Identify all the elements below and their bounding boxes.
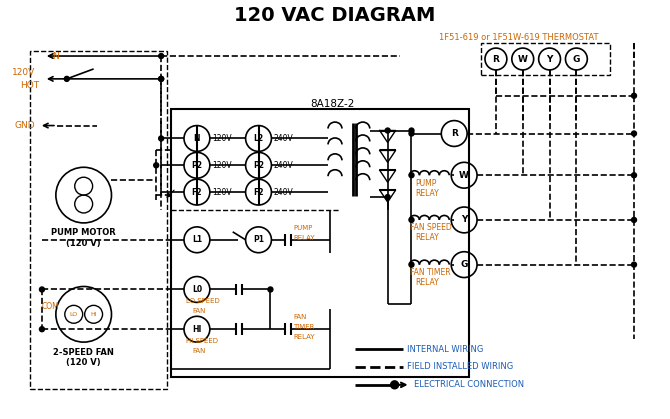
Text: F2: F2 xyxy=(192,188,202,197)
Text: HI SPEED: HI SPEED xyxy=(186,338,218,344)
Text: G: G xyxy=(573,54,580,64)
Circle shape xyxy=(159,76,163,81)
Text: R: R xyxy=(451,129,458,138)
Text: PUMP: PUMP xyxy=(293,225,313,231)
Circle shape xyxy=(632,217,636,222)
Text: PUMP: PUMP xyxy=(415,178,437,188)
Circle shape xyxy=(409,131,414,136)
Text: RELAY: RELAY xyxy=(415,189,440,198)
Circle shape xyxy=(632,131,636,136)
Text: HI: HI xyxy=(192,325,202,334)
Text: GND: GND xyxy=(14,121,35,130)
Text: FAN SPEED: FAN SPEED xyxy=(409,223,452,233)
Text: Y: Y xyxy=(461,215,468,225)
Text: 2-SPEED FAN: 2-SPEED FAN xyxy=(53,347,114,357)
Text: FIELD INSTALLED WIRING: FIELD INSTALLED WIRING xyxy=(407,362,513,372)
Circle shape xyxy=(159,76,163,81)
Circle shape xyxy=(409,217,414,222)
Text: FAN: FAN xyxy=(192,348,205,354)
Circle shape xyxy=(268,287,273,292)
Text: L2: L2 xyxy=(253,134,263,143)
Text: FAN: FAN xyxy=(293,314,307,320)
Text: LO: LO xyxy=(70,312,78,317)
Bar xyxy=(30,51,167,389)
Text: RELAY: RELAY xyxy=(293,334,315,340)
Text: 1F51-619 or 1F51W-619 THERMOSTAT: 1F51-619 or 1F51W-619 THERMOSTAT xyxy=(439,33,598,41)
Circle shape xyxy=(159,54,163,59)
Text: HOT: HOT xyxy=(20,81,40,91)
Circle shape xyxy=(385,194,390,199)
Text: 240V: 240V xyxy=(273,188,293,197)
Text: L0: L0 xyxy=(192,285,202,294)
Circle shape xyxy=(632,173,636,178)
Circle shape xyxy=(40,287,44,292)
Text: HI: HI xyxy=(90,312,97,317)
Text: FAN: FAN xyxy=(192,308,205,314)
Circle shape xyxy=(391,381,399,389)
Circle shape xyxy=(409,173,414,178)
Text: R: R xyxy=(492,54,499,64)
Text: N: N xyxy=(194,134,200,143)
Text: G: G xyxy=(460,260,468,269)
Text: N: N xyxy=(52,52,59,60)
Circle shape xyxy=(632,93,636,98)
Circle shape xyxy=(409,262,414,267)
Text: 240V: 240V xyxy=(273,161,293,170)
Text: P1: P1 xyxy=(253,235,264,244)
Text: TIMER: TIMER xyxy=(293,324,315,330)
Text: ELECTRICAL CONNECTION: ELECTRICAL CONNECTION xyxy=(415,380,525,389)
Text: FAN TIMER: FAN TIMER xyxy=(409,268,450,277)
Circle shape xyxy=(159,136,163,141)
Text: P2: P2 xyxy=(253,161,264,170)
Circle shape xyxy=(632,262,636,267)
Text: PUMP MOTOR: PUMP MOTOR xyxy=(52,228,116,237)
Text: 8A18Z-2: 8A18Z-2 xyxy=(310,99,354,109)
Text: Y: Y xyxy=(546,54,553,64)
Text: F2: F2 xyxy=(253,188,264,197)
Text: 120V: 120V xyxy=(212,188,231,197)
Text: L1: L1 xyxy=(192,235,202,244)
Text: (120 V): (120 V) xyxy=(66,359,101,367)
Text: W: W xyxy=(459,171,469,180)
Circle shape xyxy=(40,327,44,332)
Text: 120V: 120V xyxy=(212,134,231,143)
Text: 120V: 120V xyxy=(212,161,231,170)
Text: INTERNAL WIRING: INTERNAL WIRING xyxy=(407,344,483,354)
Bar xyxy=(171,109,469,377)
Circle shape xyxy=(153,163,159,168)
Text: RELAY: RELAY xyxy=(415,278,440,287)
Text: RELAY: RELAY xyxy=(415,233,440,242)
Text: LO SPEED: LO SPEED xyxy=(186,298,220,304)
Text: (120 V): (120 V) xyxy=(66,239,101,248)
Circle shape xyxy=(64,76,69,81)
Text: P2: P2 xyxy=(192,161,202,170)
Bar xyxy=(481,43,610,75)
Text: W: W xyxy=(518,54,528,64)
Text: 120V: 120V xyxy=(12,68,36,78)
Text: 120 VAC DIAGRAM: 120 VAC DIAGRAM xyxy=(234,6,436,25)
Circle shape xyxy=(385,128,390,133)
Circle shape xyxy=(409,128,414,133)
Text: COM: COM xyxy=(42,302,60,311)
Text: 240V: 240V xyxy=(273,134,293,143)
Text: RELAY: RELAY xyxy=(293,235,315,241)
